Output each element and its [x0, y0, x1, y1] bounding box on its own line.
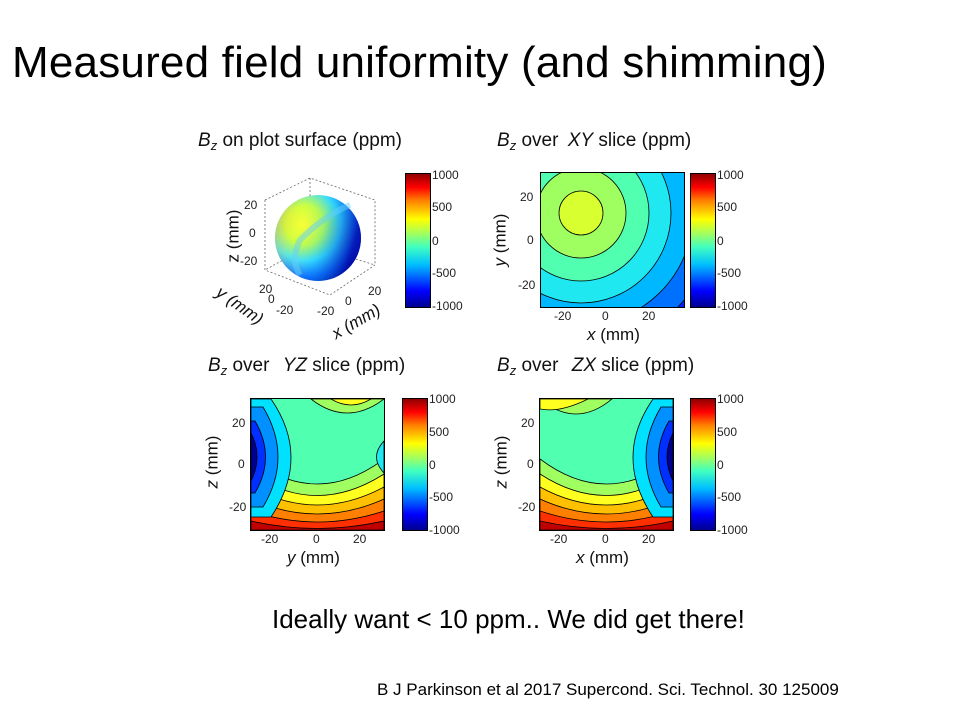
xy-xlabel-unit: (mm) — [595, 325, 640, 344]
yz-xtick: 20 — [353, 532, 367, 546]
zx-ylabel-var: z — [491, 479, 511, 489]
slide-title: Measured field uniformity (and shimming) — [12, 38, 827, 87]
surface-ztick: -20 — [240, 254, 258, 268]
colorbar-tick: 0 — [717, 234, 724, 248]
b-symbol: B — [198, 130, 211, 151]
xy-slice-name: XY — [567, 130, 594, 151]
over-word: over — [521, 355, 559, 376]
yz-ylabel: z (mm) — [202, 436, 222, 489]
colorbar-tick: 0 — [429, 458, 436, 472]
surface-xtick: 20 — [368, 284, 382, 298]
xy-xlabel: x (mm) — [587, 325, 640, 345]
yz-slice-name: YZ — [282, 355, 307, 376]
zx-ylabel: z (mm) — [491, 436, 511, 489]
colorbar-xy — [690, 173, 716, 308]
yz-ytick: 20 — [232, 416, 246, 430]
b-subscript: z — [509, 363, 517, 378]
zx-ytick: 20 — [521, 416, 535, 430]
citation: B J Parkinson et al 2017 Supercond. Sci.… — [377, 680, 839, 699]
yz-xlabel-var: y — [287, 548, 296, 567]
colorbar-yz — [402, 398, 428, 531]
xy-ylabel-var: y — [490, 257, 510, 267]
yz-ylabel-var: z — [202, 479, 222, 489]
xy-title-tail: slice (ppm) — [598, 130, 692, 151]
xy-ylabel-unit: (mm) — [490, 213, 510, 258]
colorbar-tick: 1000 — [717, 392, 744, 406]
colorbar-tick: 0 — [432, 234, 439, 248]
surface-panel-title: Bz on plot surface (ppm) — [198, 130, 402, 153]
colorbar-tick: -500 — [432, 266, 457, 280]
xy-xtick: 20 — [642, 309, 656, 323]
xy-ytick: -20 — [518, 278, 536, 292]
colorbar-tick: 1000 — [429, 392, 456, 406]
colorbar-tick: 0 — [717, 458, 724, 472]
zx-xlabel-unit: (mm) — [584, 548, 629, 567]
surface-ztick: 20 — [244, 198, 258, 212]
xy-xtick: 0 — [602, 309, 609, 323]
zx-panel-title: Bz over ZX slice (ppm) — [497, 355, 695, 378]
colorbar-tick: 1000 — [717, 168, 744, 182]
surface-xtick: 0 — [345, 294, 352, 308]
zx-contour-plot — [539, 398, 674, 531]
zx-ylabel-unit: (mm) — [491, 435, 511, 480]
yz-xtick: -20 — [261, 532, 279, 546]
colorbar-zx — [690, 398, 716, 531]
xy-panel-title: Bz over XY slice (ppm) — [497, 130, 692, 153]
b-subscript: z — [509, 138, 517, 153]
b-symbol: B — [497, 355, 510, 376]
surface-ytick: 20 — [259, 282, 273, 296]
xy-ytick: 20 — [520, 190, 534, 204]
b-symbol: B — [208, 355, 221, 376]
yz-contour-plot — [250, 398, 385, 531]
zx-ytick: -20 — [518, 500, 536, 514]
yz-title-tail: slice (ppm) — [312, 355, 406, 376]
colorbar-tick: 500 — [717, 200, 738, 214]
zx-ytick: 0 — [527, 457, 534, 471]
colorbar-tick: 500 — [717, 425, 738, 439]
surface-ytick: 0 — [268, 292, 275, 306]
colorbar-tick: -500 — [429, 490, 454, 504]
colorbar-tick: -1000 — [432, 299, 463, 313]
xy-xlabel-var: x — [587, 325, 596, 344]
colorbar-surface — [405, 173, 431, 308]
yz-xlabel: y (mm) — [287, 548, 340, 568]
xy-ylabel: y (mm) — [490, 214, 510, 267]
surface-zlabel: z (mm) — [223, 209, 243, 263]
yz-panel-title: Bz over YZ slice (ppm) — [208, 355, 406, 378]
b-symbol: B — [497, 130, 510, 151]
zx-xtick: -20 — [550, 532, 568, 546]
colorbar-tick: -500 — [717, 266, 742, 280]
colorbar-tick: -500 — [717, 490, 742, 504]
surface-ytick: -20 — [276, 303, 294, 317]
surface-ztick: 0 — [249, 226, 256, 240]
surface-3d-plot — [264, 177, 376, 296]
colorbar-tick: -1000 — [717, 299, 748, 313]
over-word: over — [232, 355, 270, 376]
b-subscript: z — [210, 138, 218, 153]
zx-slice-name: ZX — [571, 355, 596, 376]
yz-xtick: 0 — [313, 532, 320, 546]
surface-title-text: on plot surface (ppm) — [222, 130, 402, 151]
colorbar-tick: -1000 — [717, 523, 748, 537]
yz-ylabel-unit: (mm) — [202, 435, 222, 480]
colorbar-tick: 500 — [432, 200, 453, 214]
xy-contour-plot — [540, 172, 685, 308]
xy-ytick: 0 — [527, 233, 534, 247]
zx-xtick: 0 — [602, 532, 609, 546]
b-subscript: z — [220, 363, 228, 378]
zx-xlabel-var: x — [576, 548, 585, 567]
yz-ytick: -20 — [229, 500, 247, 514]
yz-ytick: 0 — [238, 457, 245, 471]
colorbar-tick: 1000 — [432, 168, 459, 182]
zx-title-tail: slice (ppm) — [601, 355, 695, 376]
surface-xtick: -20 — [317, 304, 335, 318]
over-word: over — [521, 130, 559, 151]
colorbar-tick: -1000 — [429, 523, 460, 537]
summary-note: Ideally want < 10 ppm.. We did get there… — [272, 604, 745, 634]
yz-xlabel-unit: (mm) — [295, 548, 340, 567]
zx-xtick: 20 — [642, 532, 656, 546]
zx-xlabel: x (mm) — [576, 548, 629, 568]
xy-xtick: -20 — [554, 309, 572, 323]
colorbar-tick: 500 — [429, 425, 450, 439]
